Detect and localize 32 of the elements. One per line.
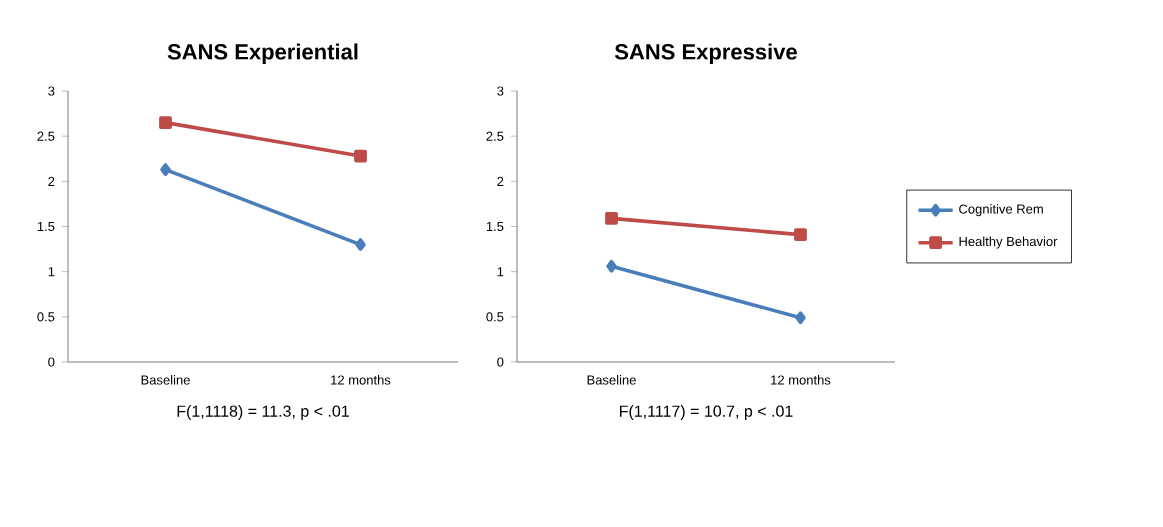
x-tick-label: Baseline [587,375,636,385]
y-tick-label: 3 [48,86,55,96]
point [794,228,807,242]
point [795,311,806,325]
text: F(1,1117) = 10.7, p < .01 [620,405,793,420]
y-tick-label: 0.5 [486,312,504,322]
x-tick-label: 12 months [771,375,831,385]
chart-title: SANS Expressive [614,43,797,64]
y-tick-label: 1 [48,267,55,277]
point [605,211,618,225]
point [355,238,366,251]
y-tick-label: 1.5 [486,221,504,232]
point [159,116,172,130]
point [160,163,171,176]
x-tick-label: Baseline [141,375,190,385]
y-tick-label: 0 [48,357,55,367]
y-tick-label: 2.5 [486,131,504,141]
y-tick-label: 2.5 [37,131,55,141]
x-tick-label: 12 months [331,375,391,385]
y-tick-label: 3 [497,86,504,96]
y-tick-label: 1.5 [37,221,55,232]
y-tick-label: 1 [497,267,504,277]
y-tick-label: 2 [48,176,55,186]
chart-title: SANS Experiential [167,43,358,64]
point [606,259,617,273]
legend-label: Cognitive Rem [959,204,1043,217]
legend-label: Healthy Behavior [959,236,1058,249]
y-tick-label: 0.5 [37,312,55,322]
text: F(1,1118) = 11.3, p < .01 [177,405,349,420]
y-tick-label: 0 [497,357,504,367]
y-tick-label: 2 [497,176,504,186]
point [354,149,367,163]
